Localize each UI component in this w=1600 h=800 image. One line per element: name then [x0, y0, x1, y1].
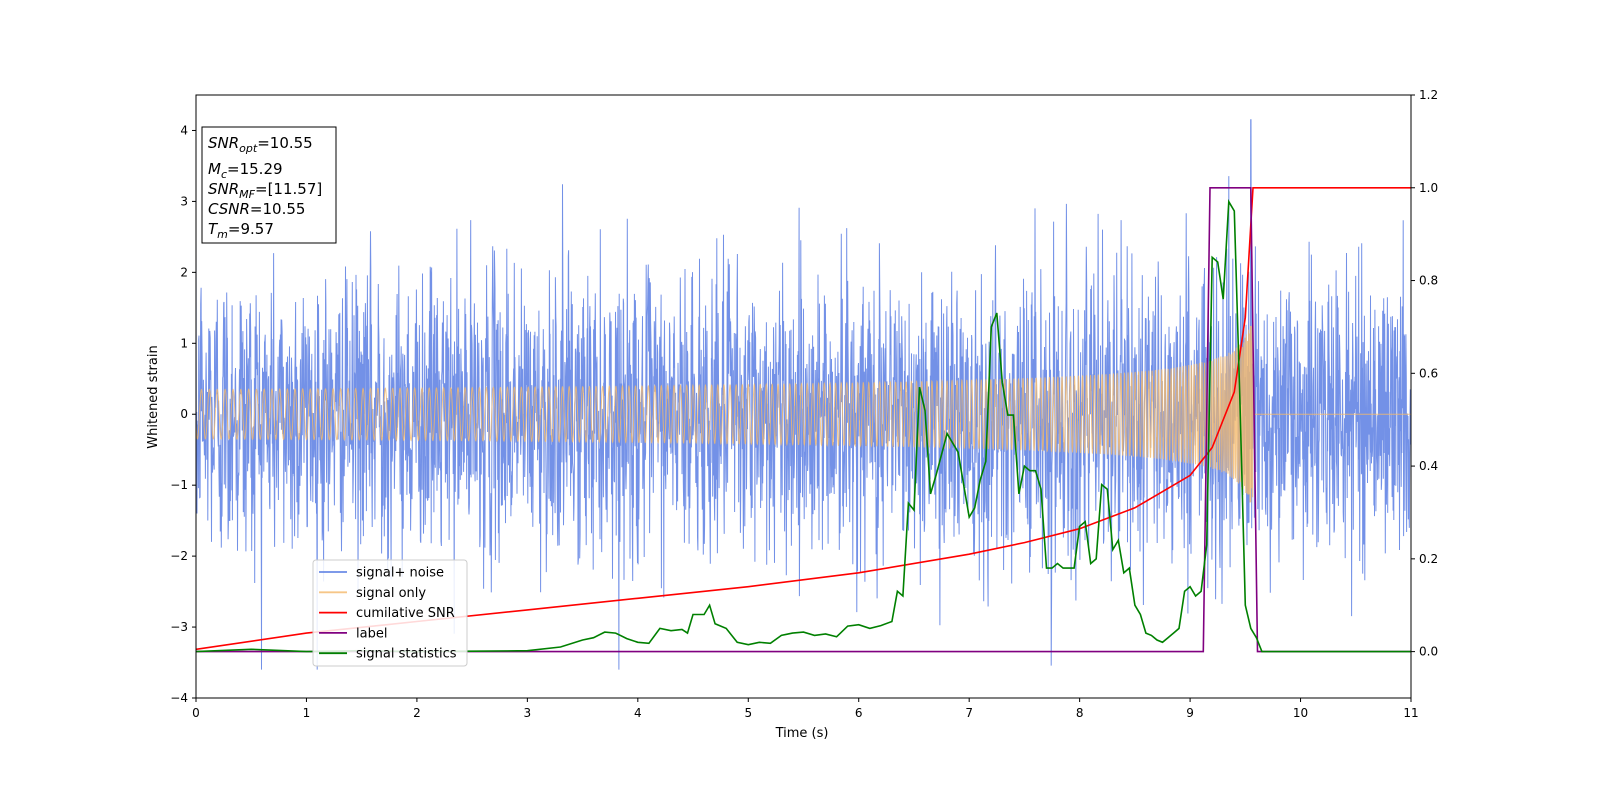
x-tick-label: 9	[1186, 706, 1194, 720]
y-tick-label: −2	[170, 549, 188, 563]
x-tick-label: 2	[413, 706, 421, 720]
info-box-frame	[201, 126, 337, 244]
y2-tick-label: 0.4	[1419, 459, 1438, 473]
series-cumilative-snr-line	[196, 187, 1411, 651]
y-tick-label: 2	[180, 265, 188, 279]
y-tick-label: 4	[180, 123, 188, 137]
legend-frame	[312, 559, 468, 667]
x-tick-label: 8	[1076, 706, 1084, 720]
x-axis-label: Time (s)	[775, 726, 829, 741]
legend-label: cumilative SNR	[356, 606, 455, 621]
y2-tick-label: 0.2	[1419, 552, 1438, 566]
legend-label: signal statistics	[356, 647, 457, 662]
info-csnr: CSNR=10.55	[208, 200, 305, 218]
info-snr-mf: SNRMF=[11.57]	[208, 180, 322, 201]
x-tick-label: 6	[855, 706, 863, 720]
plot-frame	[195, 94, 1412, 699]
y2-tick-label: 0.6	[1419, 366, 1438, 380]
y-tick-label: −1	[170, 478, 188, 492]
y-tick-label: −4	[170, 691, 188, 705]
axes-layer: 0 1 2 3 4 5 6 7 8 9 10 11 −4 −3 −2 −1 0 1 2 3 4 0.0 0.2 0.4 0.6 0…	[170, 88, 1438, 720]
y2-tick-label: 0.0	[1419, 645, 1438, 659]
series-signal-statistics-line	[196, 199, 1411, 653]
legend-label: signal only	[356, 586, 426, 601]
y-tick-label: 0	[180, 407, 188, 421]
x-tick-label: 7	[965, 706, 973, 720]
legend-label: signal+ noise	[356, 566, 444, 581]
y-axis-label: Whitened strain	[146, 345, 161, 448]
y2-tick-label: 0.8	[1419, 274, 1438, 288]
x-tick-label: 10	[1293, 706, 1308, 720]
info-snr-opt: SNRopt=10.55	[208, 134, 313, 155]
x-tick-label: 0	[192, 706, 200, 720]
legend: signal+ noise signal only cumilative SNR la…	[312, 559, 468, 667]
x-tick-label: 3	[524, 706, 532, 720]
x-tick-label: 5	[744, 706, 752, 720]
x-tick-label: 11	[1403, 706, 1418, 720]
x-tick-label: 4	[634, 706, 642, 720]
info-box: SNRopt=10.55 Mc=15.29 SNRMF=[11.57] CSNR…	[201, 126, 337, 244]
y-tick-label: 1	[180, 336, 188, 350]
series-layer	[196, 119, 1411, 670]
info-tm: Tm=9.57	[208, 220, 274, 241]
y2-tick-label: 1.0	[1419, 181, 1438, 195]
legend-label: label	[356, 626, 387, 641]
y-tick-label: −3	[170, 620, 188, 634]
info-mc: Mc=15.29	[208, 160, 283, 181]
x-tick-label: 1	[303, 706, 311, 720]
y-tick-label: 3	[180, 194, 188, 208]
y2-tick-label: 1.2	[1419, 88, 1438, 102]
